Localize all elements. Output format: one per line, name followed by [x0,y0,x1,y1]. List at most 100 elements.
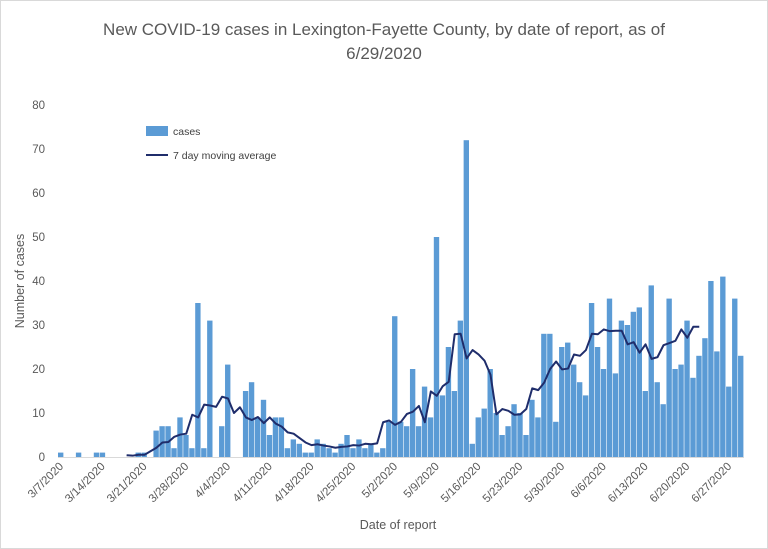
bar [624,325,631,457]
bar [302,452,308,457]
bar [642,391,648,457]
bar [714,351,720,457]
bar [666,298,672,457]
bar [380,448,386,457]
bar [696,355,702,457]
bar [499,435,505,457]
legend-moving-average-label: 7 day moving average [173,150,276,162]
x-tick-label: 3/28/2020 [147,461,192,506]
bar [529,399,535,457]
x-tick-label: 6/27/2020 [690,461,735,506]
bar [272,417,279,457]
bar [99,452,106,457]
bar-series-cases [58,140,744,457]
bar [266,435,273,457]
bar [588,303,595,457]
bar [338,443,344,457]
y-axis-title: Number of cases [13,234,27,328]
bar [451,391,458,457]
chart-title: New COVID-19 cases in Lexington-Fayette … [0,18,768,66]
bar [242,391,249,457]
bar [708,281,714,457]
x-tick-label: 5/30/2020 [523,461,568,506]
bar [648,285,654,457]
bar [260,399,267,457]
bar [612,373,619,457]
bar [409,369,416,457]
bar [493,413,499,457]
y-tick-label: 0 [39,452,45,464]
chart-title-line-2: 6/29/2020 [346,44,422,63]
bar [702,338,708,457]
bar [93,452,100,457]
bar [678,364,684,457]
bar [469,443,475,457]
bar [219,426,225,457]
x-tick-label: 3/14/2020 [63,461,108,506]
bar [475,417,481,457]
bar [171,448,177,457]
y-tick-label: 50 [32,232,45,244]
bar [314,439,320,457]
bar [511,404,517,457]
x-tick-label: 5/23/2020 [481,461,526,506]
bar [284,448,291,457]
bar [58,452,64,457]
bar [547,333,553,457]
x-tick-label: 3/21/2020 [105,461,150,506]
bar [356,439,362,457]
x-tick-label: 5/9/2020 [402,461,442,501]
bar [594,347,601,457]
bar [535,417,541,457]
bar [553,421,559,457]
bar [177,417,183,457]
bar [398,421,404,457]
bar [457,320,464,457]
bar [523,435,529,457]
bar [415,426,422,457]
bar [308,452,314,457]
bar [672,369,678,457]
bar [183,435,189,457]
y-tick-label: 40 [32,276,45,288]
bar [320,443,326,457]
line-series-moving-average [126,325,700,457]
bar [201,448,207,457]
x-tick-label: 4/4/2020 [193,461,233,501]
y-tick-label: 60 [32,188,45,200]
bar [278,417,285,457]
bar [582,395,589,457]
bar [362,448,368,457]
bar [732,298,738,457]
bar [290,439,297,457]
bar [630,311,637,457]
bar [368,443,374,457]
x-tick-label: 4/25/2020 [314,461,359,506]
bar [403,426,410,457]
y-tick-label: 70 [32,144,45,156]
bar [427,417,434,457]
x-tick-label: 6/20/2020 [648,461,693,506]
x-axis-title: Date of report [360,518,437,532]
bar [660,404,666,457]
bar [439,395,446,457]
bar [153,430,159,457]
bar [541,333,547,457]
bar [386,421,392,457]
bar [618,320,625,457]
x-tick-label: 3/7/2020 [26,461,66,501]
x-tick-label: 4/18/2020 [272,461,317,506]
bar [392,316,398,457]
bar [576,382,583,457]
bar [505,426,511,457]
bar [207,320,213,457]
bar [606,298,613,457]
bar [738,355,744,457]
bar [684,320,690,457]
x-tick-label: 6/13/2020 [606,461,651,506]
bar [726,386,732,457]
bar [445,347,452,457]
x-tick-label: 5/16/2020 [439,461,484,506]
